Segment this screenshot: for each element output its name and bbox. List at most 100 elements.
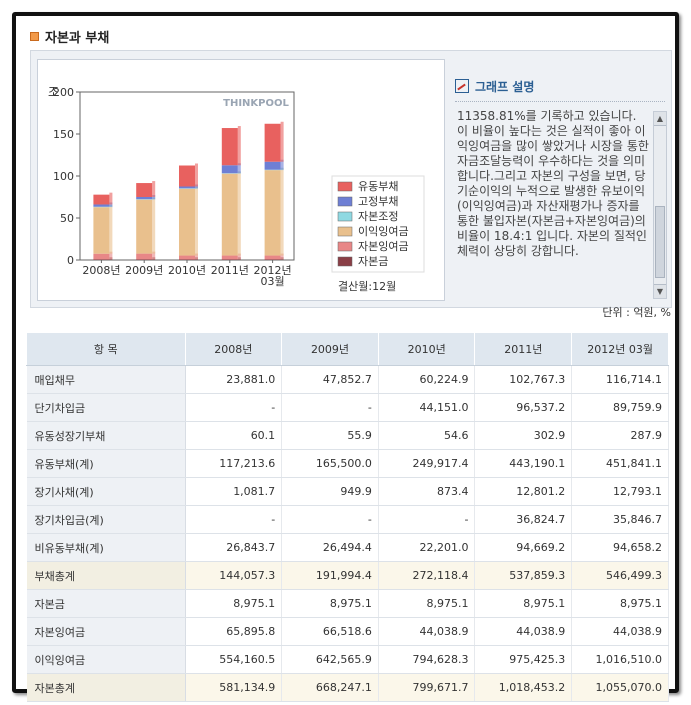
row-label: 자본잉여금 — [26, 617, 186, 646]
y-tick-label: 0 — [67, 254, 74, 267]
bar-segment — [221, 165, 238, 174]
table-cell: 975,425.3 — [474, 645, 573, 674]
table-cell: 873.4 — [378, 477, 476, 506]
bar-segment — [264, 161, 281, 170]
table-row: 매입채무 23,881.0 47,852.7 60,224.9 102,767.3 116… — [26, 365, 669, 394]
bar-segment — [179, 165, 195, 187]
description-scrollbar[interactable]: ▲ ▼ — [653, 111, 667, 299]
legend-swatch — [337, 256, 353, 267]
row-label: 이익잉여금 — [26, 645, 186, 674]
table-cell: 8,975.1 — [474, 589, 573, 618]
table-cell: - — [281, 393, 379, 422]
legend-swatch — [337, 226, 353, 237]
bar-segment — [179, 186, 195, 189]
legend-label: 자본금 — [358, 255, 388, 268]
legend-label: 유동부채 — [358, 180, 398, 193]
table-cell: 1,018,453.2 — [474, 673, 573, 702]
legend-label: 고정부채 — [358, 195, 398, 208]
table-cell: 554,160.5 — [185, 645, 283, 674]
table-cell: - — [185, 505, 283, 534]
bar-segment — [179, 259, 195, 260]
legend-swatch — [337, 196, 353, 207]
table-row: 유동성장기부채 60.1 55.9 54.6 302.9 287.9 — [26, 421, 669, 450]
bar-segment-side — [152, 197, 156, 254]
bar-segment — [136, 197, 153, 200]
table-cell: 94,669.2 — [474, 533, 573, 562]
table-cell: 44,151.0 — [378, 393, 476, 422]
column-header: 2012년 03월 — [571, 332, 669, 366]
column-header: 2010년 — [377, 332, 476, 366]
table-cell: 102,767.3 — [474, 365, 573, 394]
bar-segment-side — [195, 253, 198, 260]
table-cell: 26,494.4 — [281, 533, 379, 562]
table-cell: 443,190.1 — [474, 449, 573, 478]
table-cell: 26,843.7 — [185, 533, 283, 562]
table-cell: 1,081.7 — [185, 477, 283, 506]
x-tick-label: 03월 — [261, 275, 285, 288]
bar-segment-side — [280, 168, 284, 256]
bar-segment-side — [237, 253, 241, 260]
bar-segment — [93, 194, 110, 205]
section-title: 자본과 부채 — [45, 30, 110, 46]
table-cell: 668,247.1 — [281, 673, 379, 702]
bar-segment-side — [109, 192, 113, 205]
bar-segment — [221, 259, 238, 260]
legend-swatch — [337, 241, 353, 252]
legend-label: 이익잉여금 — [358, 225, 409, 238]
bullet-icon — [30, 31, 39, 41]
scroll-down-icon[interactable]: ▼ — [654, 284, 666, 298]
table-cell: 165,500.0 — [281, 449, 379, 478]
row-label: 유동부채(계) — [26, 449, 186, 478]
table-cell: 44,038.9 — [474, 617, 573, 646]
table-cell: 8,975.1 — [281, 589, 379, 618]
bar-segment — [264, 255, 281, 260]
graph-panel: THINKPOOL 조 0 50 100 150 200 2008년 2009년 2010년 201… — [30, 50, 672, 308]
table-cell: 546,499.3 — [571, 561, 669, 590]
table-cell: 44,038.9 — [378, 617, 476, 646]
balance-table: 항 목 2008년 2009년 2010년 2011년 2012년 03월 매입채무 23,… — [26, 332, 669, 702]
unit-note: 단위 : 억원, % — [602, 306, 671, 319]
bar-segment — [264, 259, 281, 260]
table-row: 자본총계 581,134.9 668,247.1 799,671.7 1,018,453… — [26, 673, 669, 702]
table-row: 단기차입금 - -44,151.0 96,537.2 89,759.9 — [26, 393, 669, 422]
stacked-bar-chart: THINKPOOL 조 0 50 100 150 200 2008년 2009년 2010년 201… — [48, 85, 425, 293]
table-cell: - — [185, 393, 283, 422]
table-cell: 302.9 — [474, 421, 573, 450]
bar-segment-side — [237, 163, 241, 174]
table-cell: 35,846.7 — [571, 505, 669, 534]
table-cell: 1,016,510.0 — [571, 645, 669, 674]
table-cell: 642,565.9 — [281, 645, 379, 674]
bar-segment — [136, 183, 153, 197]
graph-description-header: 그래프 설명 — [455, 77, 534, 95]
scroll-thumb[interactable] — [655, 206, 665, 278]
section-header: 자본과 부채 — [30, 22, 109, 50]
y-tick-label: 200 — [53, 86, 74, 99]
bar-segment — [93, 204, 110, 207]
graph-description-text: 11358.81%를 기록하고 있습니다. 이 비율이 높다는 것은 실적이 좋… — [457, 109, 649, 258]
column-header: 2009년 — [281, 332, 379, 366]
y-unit-label: 조 — [48, 85, 59, 99]
table-row: 비유동부채(계) 26,843.7 26,494.4 22,201.0 94,669.2… — [26, 533, 669, 562]
row-label: 장기차입금(계) — [26, 505, 186, 534]
bar-segment — [93, 253, 110, 260]
bar-segment-side — [152, 181, 156, 197]
table-body: 매입채무 23,881.0 47,852.7 60,224.9 102,767.3 116… — [26, 365, 669, 702]
bar-segment — [136, 253, 153, 260]
table-cell: 65,895.8 — [185, 617, 283, 646]
table-cell: 23,881.0 — [185, 365, 283, 394]
y-tick-label: 50 — [60, 212, 74, 225]
row-label: 부채총계 — [26, 561, 186, 590]
settlement-month-label: 결산월:12월 — [338, 280, 396, 293]
graph-description-title: 그래프 설명 — [475, 79, 535, 94]
row-label: 자본금 — [26, 589, 186, 618]
table-cell: 89,759.9 — [571, 393, 669, 422]
y-tick-label: 150 — [53, 128, 74, 141]
table-cell: 1,055,070.0 — [571, 673, 669, 702]
scroll-up-icon[interactable]: ▲ — [654, 112, 666, 126]
table-cell: 191,994.4 — [281, 561, 379, 590]
table-cell: 537,859.3 — [474, 561, 573, 590]
content-frame: 자본과 부채 THINKPOOL 조 0 50 100 150 200 2008년 2009년 2… — [12, 12, 679, 693]
table-cell: 94,658.2 — [571, 533, 669, 562]
column-header: 항 목 — [26, 332, 186, 366]
watermark: THINKPOOL — [223, 98, 289, 109]
